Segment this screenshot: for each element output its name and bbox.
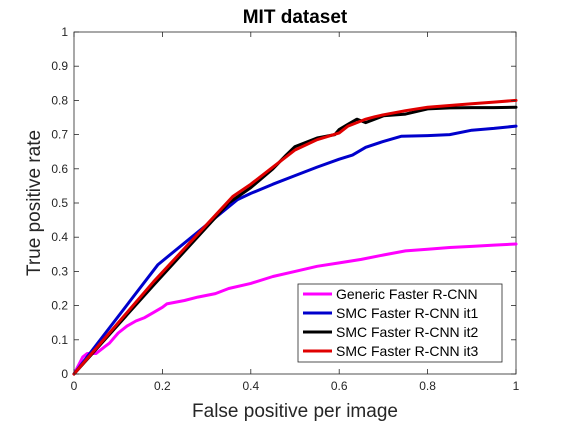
ticks-layer: 0 0.2 0.4 0.6 0.8 1 0 0.1 0.2 0.3 0.4 0.5 0.6 0.7 0.8 0… (51, 25, 519, 393)
series-line-3 (72, 105, 518, 376)
y-tick-label: 0.9 (51, 59, 68, 73)
series-layer (72, 98, 518, 376)
legend-box (297, 283, 503, 363)
y-tick-label: 0.3 (51, 264, 68, 278)
y-tick-label: 0.8 (51, 93, 68, 107)
y-axis-label: True positive rate (24, 130, 45, 276)
x-axis-label: False positive per image (192, 401, 398, 422)
y-tick-label: 0.5 (51, 196, 68, 210)
x-tick-label: 0.4 (242, 379, 259, 393)
y-tick-label: 1 (61, 25, 68, 39)
legend: Generic Faster R-CNN SMC Faster R-CNN it1… (297, 283, 503, 363)
y-tick-label: 0.7 (51, 128, 68, 142)
x-tick-label: 0.6 (331, 379, 348, 393)
x-tick-label: 0.2 (154, 379, 171, 393)
series-line-2 (72, 124, 518, 376)
legend-label-3: SMC Faster R-CNN it2 (336, 324, 479, 340)
legend-label-2: SMC Faster R-CNN it1 (336, 305, 479, 321)
y-tick-label: 0.2 (51, 299, 68, 313)
x-tick-label: 1 (513, 379, 520, 393)
y-tick-label: 0.4 (51, 230, 68, 244)
y-tick-label: 0 (61, 367, 68, 381)
y-tick-label: 0.6 (51, 162, 68, 176)
legend-label-4: SMC Faster R-CNN it3 (336, 343, 479, 359)
chart-title: MIT dataset (243, 7, 348, 28)
y-tick-label: 0.1 (51, 333, 68, 347)
series-line-1 (72, 242, 518, 376)
legend-label-1: Generic Faster R-CNN (336, 286, 478, 302)
x-tick-label: 0 (71, 379, 78, 393)
legend-items: Generic Faster R-CNN SMC Faster R-CNN it1… (303, 286, 479, 359)
series-line-4 (72, 98, 518, 376)
x-tick-label: 0.8 (419, 379, 436, 393)
